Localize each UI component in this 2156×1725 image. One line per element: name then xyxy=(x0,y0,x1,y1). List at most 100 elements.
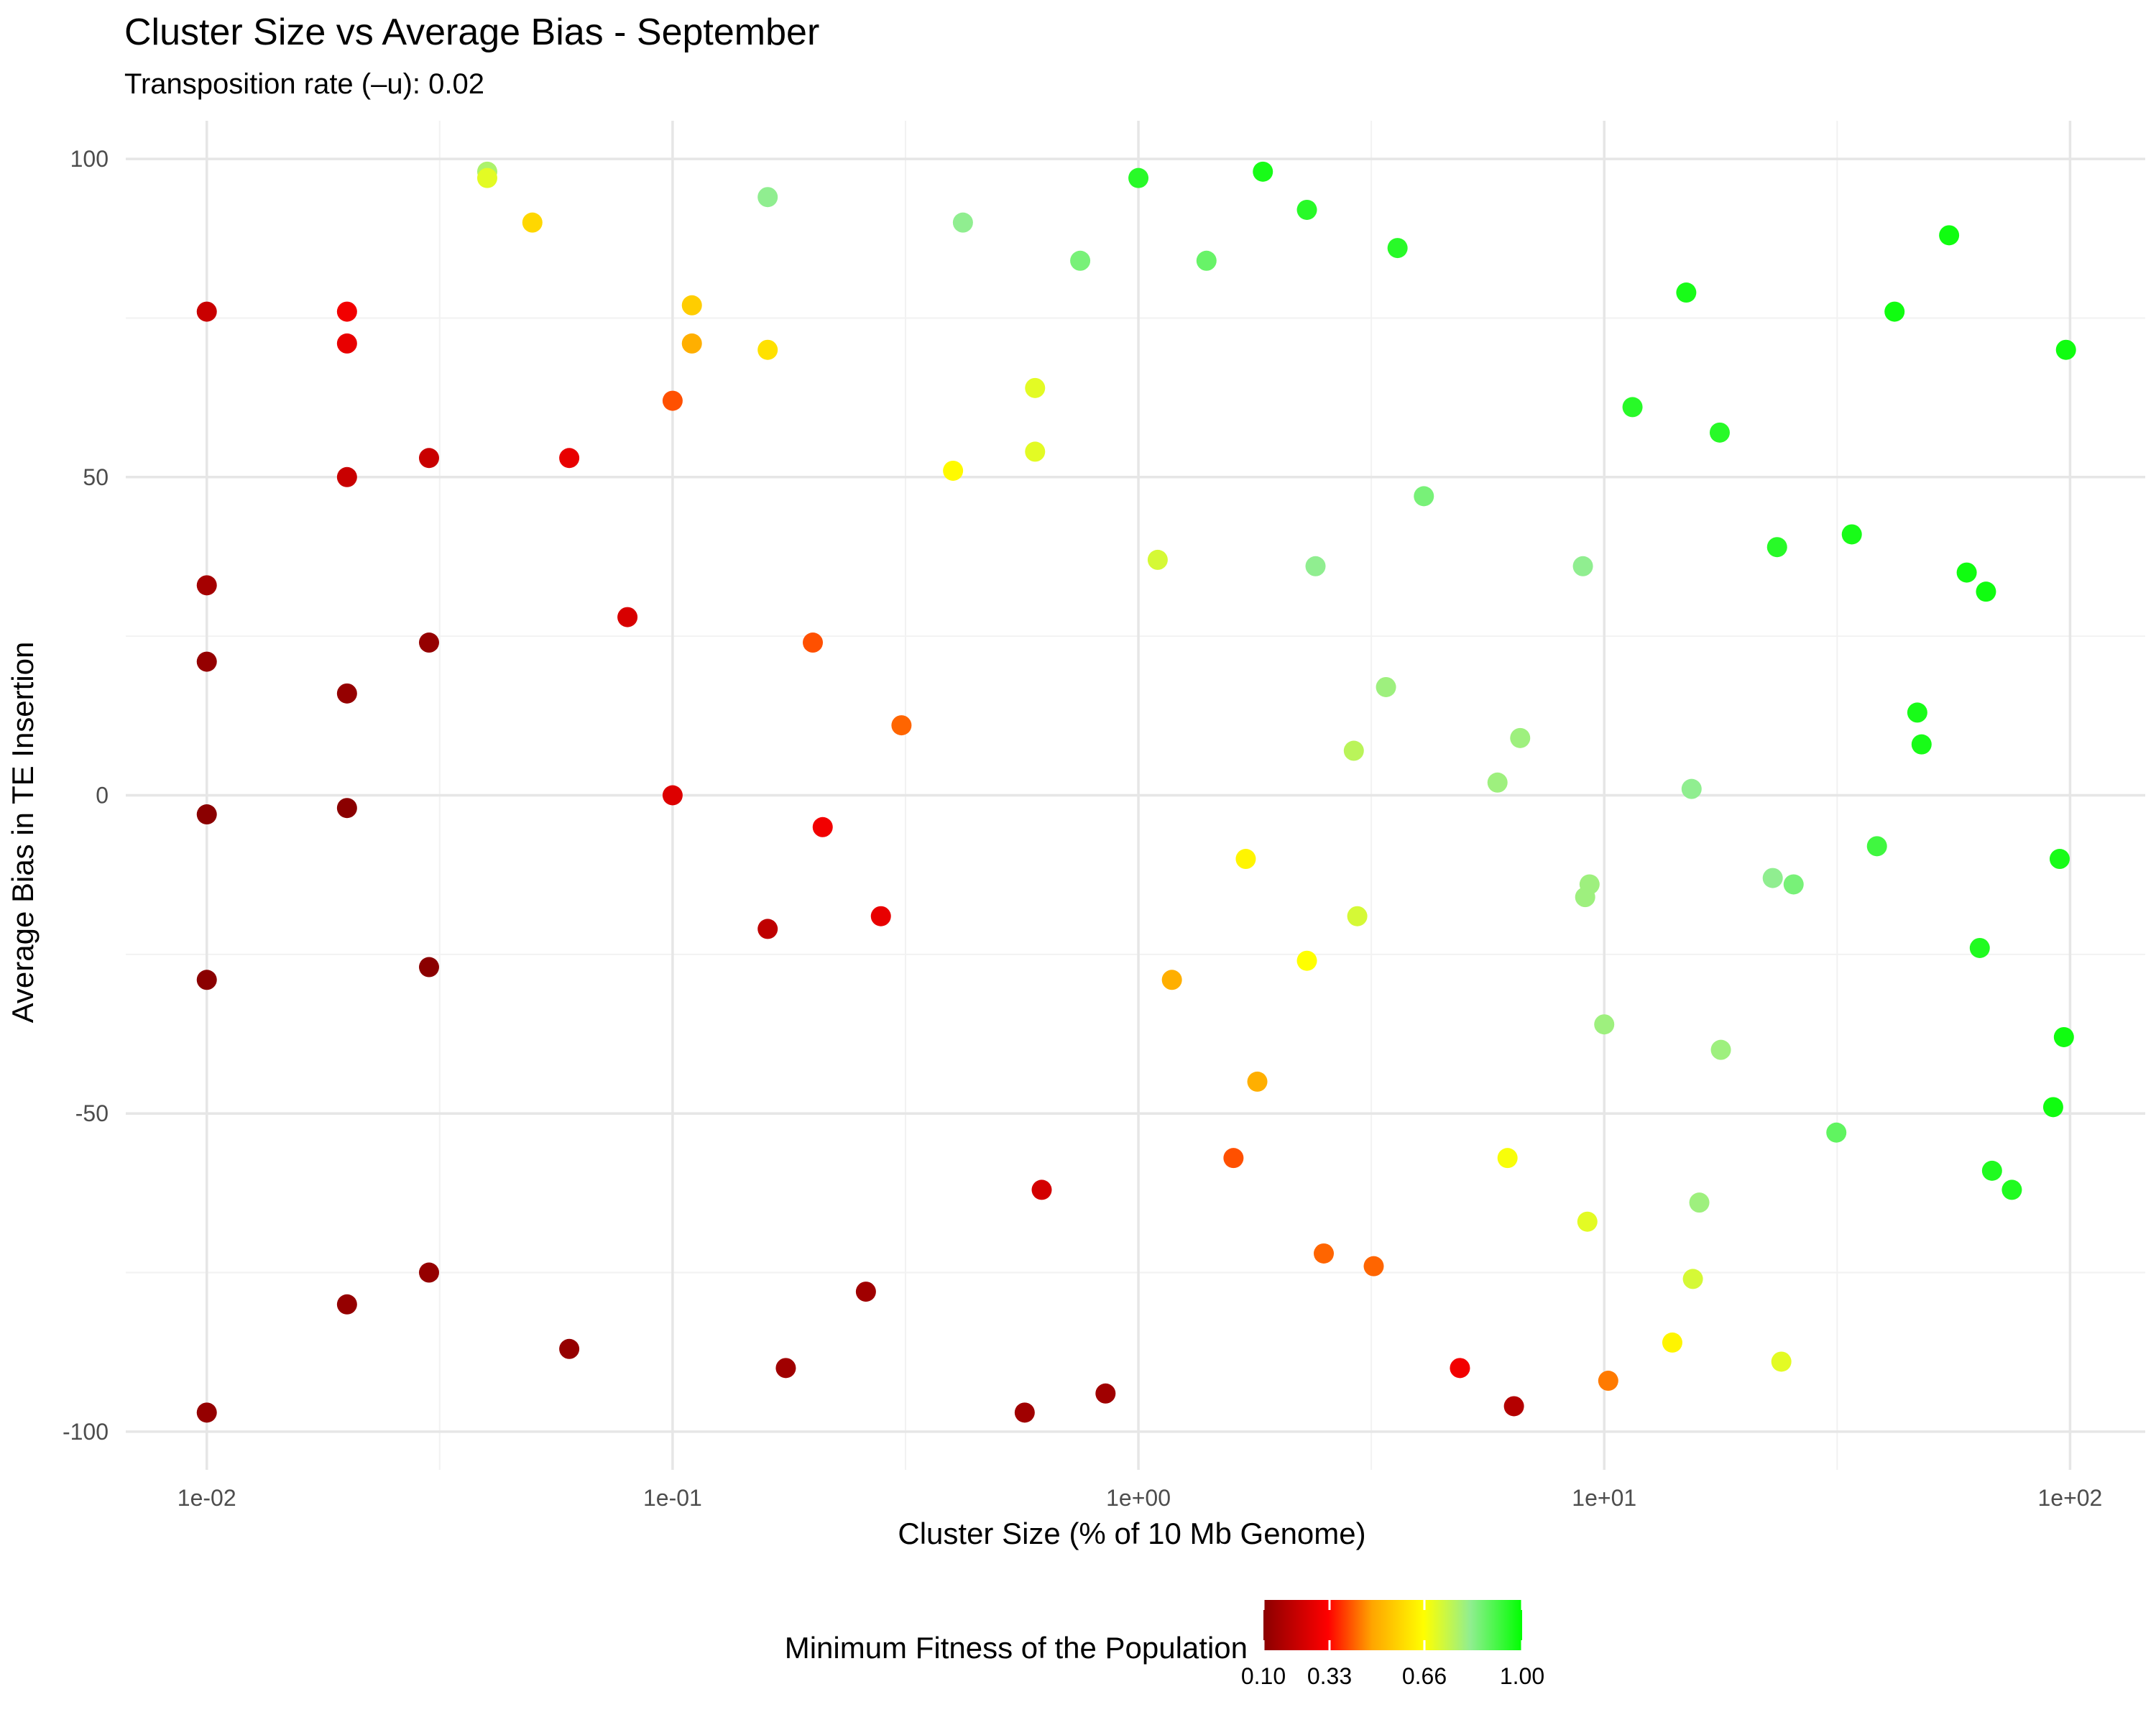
data-point xyxy=(1598,1371,1618,1392)
data-point xyxy=(476,167,497,188)
data-point xyxy=(336,1294,357,1315)
data-point xyxy=(1981,1160,2002,1181)
data-point xyxy=(1911,734,1932,755)
data-point xyxy=(336,798,357,819)
data-point xyxy=(196,301,217,322)
data-point xyxy=(870,906,891,926)
data-point xyxy=(1681,778,1702,799)
data-point xyxy=(1025,377,1046,398)
data-point xyxy=(943,460,964,481)
data-point xyxy=(1710,1039,1731,1060)
data-point xyxy=(522,212,543,233)
y-tick-label: 50 xyxy=(83,464,109,490)
data-point xyxy=(1223,1148,1244,1169)
data-points xyxy=(196,161,2076,1423)
chart-title: Cluster Size vs Average Bias - September xyxy=(124,12,819,53)
data-point xyxy=(775,1358,796,1379)
data-point xyxy=(418,448,439,469)
data-point xyxy=(1014,1402,1035,1423)
data-point xyxy=(662,390,683,411)
data-point xyxy=(952,212,973,233)
data-point xyxy=(1343,740,1364,761)
data-point xyxy=(196,1402,217,1423)
data-point xyxy=(1579,874,1600,895)
x-tick-label: 1e+01 xyxy=(1572,1485,1636,1511)
data-point xyxy=(1907,702,1927,723)
data-point xyxy=(1296,950,1317,971)
data-point xyxy=(1196,250,1217,271)
data-point xyxy=(1826,1122,1847,1143)
data-point xyxy=(1676,282,1697,303)
data-point xyxy=(1841,524,1862,545)
legend-tick-label: 1.00 xyxy=(1500,1663,1544,1689)
legend-tick-label: 0.10 xyxy=(1241,1663,1286,1689)
data-point xyxy=(681,333,702,354)
data-point xyxy=(1025,441,1046,462)
y-tick-label: -50 xyxy=(75,1100,109,1126)
data-point xyxy=(1709,422,1730,443)
data-point xyxy=(1031,1179,1052,1200)
data-point xyxy=(1956,562,1977,583)
data-point xyxy=(1497,1148,1518,1169)
data-point xyxy=(418,957,439,978)
x-axis-title: Cluster Size (% of 10 Mb Genome) xyxy=(898,1517,1365,1550)
data-point xyxy=(336,466,357,487)
data-point xyxy=(1450,1358,1470,1379)
data-point xyxy=(1939,225,1960,246)
data-point xyxy=(1783,874,1804,895)
data-point xyxy=(1884,301,1905,322)
data-point xyxy=(757,187,778,208)
data-point xyxy=(1510,727,1531,748)
data-point xyxy=(1771,1351,1792,1372)
x-tick-label: 1e-01 xyxy=(643,1485,702,1511)
data-point xyxy=(1147,549,1168,570)
legend-colorbar xyxy=(1263,1600,1522,1650)
data-point xyxy=(1766,537,1787,558)
data-point xyxy=(1594,1014,1615,1035)
data-point xyxy=(336,333,357,354)
data-point xyxy=(1363,1256,1384,1276)
data-point xyxy=(803,632,824,653)
data-point xyxy=(855,1282,876,1302)
y-tick-label: -100 xyxy=(63,1419,109,1445)
data-point xyxy=(196,970,217,990)
data-point xyxy=(812,816,833,837)
data-point xyxy=(662,785,683,806)
data-point xyxy=(1314,1243,1335,1264)
data-point xyxy=(1503,1396,1524,1417)
data-point xyxy=(1866,836,1887,857)
legend-title: Minimum Fitness of the Population xyxy=(785,1631,1248,1665)
y-axis-ticks: -100 -50 0 50 100 xyxy=(63,146,109,1445)
data-point xyxy=(1577,1211,1598,1232)
data-point xyxy=(1969,937,1990,958)
data-point xyxy=(1622,397,1643,418)
data-point xyxy=(757,919,778,939)
data-point xyxy=(1682,1269,1703,1289)
data-point xyxy=(559,448,580,469)
data-point xyxy=(196,575,217,596)
data-point xyxy=(1161,970,1182,990)
x-axis-ticks: 1e-02 1e-01 1e+00 1e+01 1e+02 xyxy=(178,1485,2103,1511)
data-point xyxy=(1095,1383,1116,1404)
chart-subtitle: Transposition rate (–u): 0.02 xyxy=(124,68,484,100)
data-point xyxy=(336,301,357,322)
data-point xyxy=(1247,1071,1268,1092)
x-tick-label: 1e+02 xyxy=(2037,1485,2102,1511)
data-point xyxy=(1976,581,1996,602)
data-point xyxy=(1253,161,1273,182)
plot-grid xyxy=(126,121,2145,1470)
data-point xyxy=(681,295,702,316)
data-point xyxy=(2001,1179,2022,1200)
data-point xyxy=(617,607,638,627)
y-tick-label: 0 xyxy=(96,783,109,809)
data-point xyxy=(1128,167,1149,188)
data-point xyxy=(1662,1332,1682,1353)
data-point xyxy=(1689,1192,1710,1213)
legend-tick-label: 0.33 xyxy=(1307,1663,1352,1689)
data-point xyxy=(2053,1026,2074,1047)
legend-ticks: 0.10 0.33 0.66 1.00 xyxy=(1241,1600,1544,1689)
data-point xyxy=(1235,849,1256,870)
data-point xyxy=(891,715,912,736)
legend-tick-label: 0.66 xyxy=(1402,1663,1447,1689)
